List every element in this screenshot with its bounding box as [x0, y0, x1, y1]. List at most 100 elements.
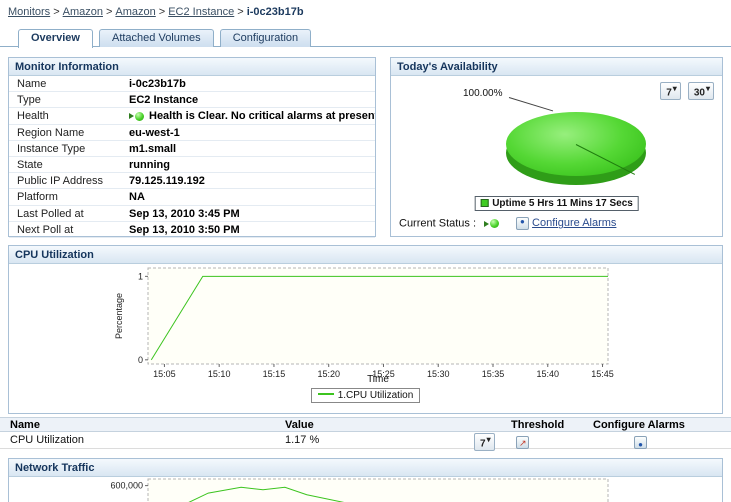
tab-configuration[interactable]: Configuration	[219, 29, 312, 47]
x-tick-label: 15:30	[427, 369, 450, 379]
cpu-utilization-chart: 0 1 15:05 15:10 15:15 15:20 15:25 15:30 15:35 15:…	[114, 267, 614, 385]
monitor-information-table: Name i-0c23b17b Type EC2 Instance Health…	[9, 76, 375, 238]
health-status-ball-icon	[135, 111, 144, 121]
x-tick-label: 15:40	[536, 369, 559, 379]
info-row-next-poll: Next Poll at Sep 13, 2010 3:50 PM	[9, 222, 375, 238]
tab-attached-volumes[interactable]: Attached Volumes	[98, 29, 214, 47]
breadcrumb-separator: >	[158, 6, 166, 18]
period-7-button[interactable]: 7▾	[660, 82, 681, 101]
dropdown-caret-icon: ▾	[705, 84, 710, 93]
cpu-chart-body: 0 1 15:05 15:10 15:15 15:20 15:25 15:30 15:35 15:…	[9, 264, 722, 415]
uptime-legend-text: Uptime 5 Hrs 11 Mins 17 Secs	[492, 198, 633, 209]
x-tick-label: 15:35	[482, 369, 505, 379]
threshold-icon[interactable]	[516, 435, 529, 452]
todays-availability-panel: Today's Availability 7▾ 30▾ 100.00% Upti…	[390, 57, 723, 237]
availability-period-buttons: 7▾ 30▾	[656, 82, 714, 101]
current-status-ball-icon	[490, 219, 500, 228]
metrics-header-name: Name	[10, 419, 40, 431]
info-row-state: State running	[9, 157, 375, 174]
metric-value: 1.17 %	[285, 434, 320, 446]
x-tick-label: 15:15	[263, 369, 286, 379]
metric-period-7-button[interactable]: 7▾	[474, 433, 495, 452]
current-status-arrow-icon	[484, 220, 490, 227]
info-value: eu-west-1	[129, 126, 180, 139]
availability-body: 7▾ 30▾ 100.00% Uptime 5 Hrs 11 Mins 17 S…	[391, 76, 722, 237]
network-chart-body: 600,000	[9, 477, 722, 502]
metrics-header-value: Value	[285, 419, 314, 431]
info-label: State	[17, 158, 43, 171]
metric-period-7-label: 7	[480, 438, 486, 450]
x-axis-label: Time	[367, 374, 389, 385]
health-text: Health is Clear. No critical alarms at p…	[149, 110, 375, 123]
todays-availability-title: Today's Availability	[391, 58, 722, 76]
x-tick-label: 15:25	[372, 369, 395, 379]
cpu-legend-label: 1.CPU Utilization	[337, 390, 414, 401]
breadcrumb-link-amazon-2[interactable]: Amazon	[115, 6, 156, 18]
info-value: EC2 Instance	[129, 94, 199, 107]
y-axis-label: Percentage	[114, 293, 124, 339]
current-status-label: Current Status :	[399, 217, 477, 230]
x-tick-label: 15:10	[208, 369, 231, 379]
info-value: running	[129, 158, 170, 171]
info-value: Sep 13, 2010 3:50 PM	[129, 223, 240, 236]
x-tick-label: 15:45	[591, 369, 614, 379]
info-row-region-name: Region Name eu-west-1	[9, 125, 375, 141]
breadcrumb-link-ec2-instance[interactable]: EC2 Instance	[168, 6, 235, 18]
metrics-header-configure-alarms: Configure Alarms	[593, 419, 685, 431]
breadcrumb-link-amazon-1[interactable]: Amazon	[62, 6, 103, 18]
series-line	[150, 275, 608, 361]
breadcrumb: Monitors > Amazon > Amazon > EC2 Instance > i-0c…	[8, 6, 304, 18]
cpu-legend-line-icon	[317, 393, 334, 395]
monitor-information-panel: Monitor Information Name i-0c23b17b Type…	[8, 57, 376, 238]
metric-configure-alarms-icon[interactable]	[634, 435, 648, 453]
health-status-arrow-icon	[129, 113, 134, 120]
info-label: Type	[17, 94, 41, 107]
info-value: Sep 13, 2010 3:45 PM	[129, 207, 240, 220]
uptime-legend-swatch-icon	[480, 199, 489, 207]
monitor-information-title: Monitor Information	[9, 58, 375, 76]
y-tick-label: 1	[138, 271, 143, 281]
x-tick-label: 15:20	[317, 369, 340, 379]
series-line	[188, 486, 345, 502]
plot-area	[147, 478, 609, 502]
info-row-platform: Platform NA	[9, 189, 375, 206]
tab-overview[interactable]: Overview	[18, 29, 93, 48]
info-value: m1.small	[129, 142, 177, 155]
metrics-header-threshold: Threshold	[511, 419, 565, 431]
tab-bar: Overview Attached Volumes Configuration	[0, 29, 731, 48]
info-label: Next Poll at	[17, 223, 74, 236]
info-label: Last Polled at	[17, 207, 84, 220]
info-label: Public IP Address	[17, 175, 104, 188]
breadcrumb-link-monitors[interactable]: Monitors	[8, 6, 51, 18]
metrics-header-row: Name Value Threshold Configure Alarms	[0, 417, 731, 432]
period-30-button[interactable]: 30▾	[687, 82, 714, 101]
info-row-public-ip: Public IP Address 79.125.119.192	[9, 173, 375, 190]
info-row-name: Name i-0c23b17b	[9, 76, 375, 93]
cpu-utilization-title: CPU Utilization	[9, 246, 722, 264]
configure-alarms-link[interactable]: Configure Alarms	[532, 217, 617, 230]
uptime-legend: Uptime 5 Hrs 11 Mins 17 Secs	[474, 196, 639, 211]
period-7-label: 7	[666, 87, 672, 99]
metrics-table: Name Value Threshold Configure Alarms CP…	[0, 417, 731, 453]
info-label: Instance Type	[17, 142, 86, 155]
network-traffic-chart: 600,000	[110, 478, 609, 502]
configure-alarms-icon[interactable]	[516, 217, 530, 230]
metric-name: CPU Utilization	[10, 434, 84, 446]
breadcrumb-separator: >	[105, 6, 113, 18]
availability-pie-chart	[506, 112, 646, 186]
y-tick-label: 600,000	[110, 481, 143, 491]
info-row-health: Health Health is Clear. No critical alar…	[9, 108, 375, 125]
info-label: Name	[17, 78, 47, 90]
pie-top-face	[506, 112, 646, 176]
metrics-row-cpu-utilization: CPU Utilization 1.17 % 7▾	[0, 432, 731, 453]
info-row-instance-type: Instance Type m1.small	[9, 141, 375, 157]
breadcrumb-separator: >	[53, 6, 60, 18]
cpu-chart-legend: 1.CPU Utilization	[9, 388, 722, 403]
y-tick-label: 0	[138, 355, 143, 365]
plot-area	[147, 267, 609, 365]
breadcrumb-current: i-0c23b17b	[246, 6, 304, 18]
info-label: Platform	[17, 191, 58, 204]
info-value: 79.125.119.192	[129, 175, 205, 188]
info-row-type: Type EC2 Instance	[9, 92, 375, 109]
